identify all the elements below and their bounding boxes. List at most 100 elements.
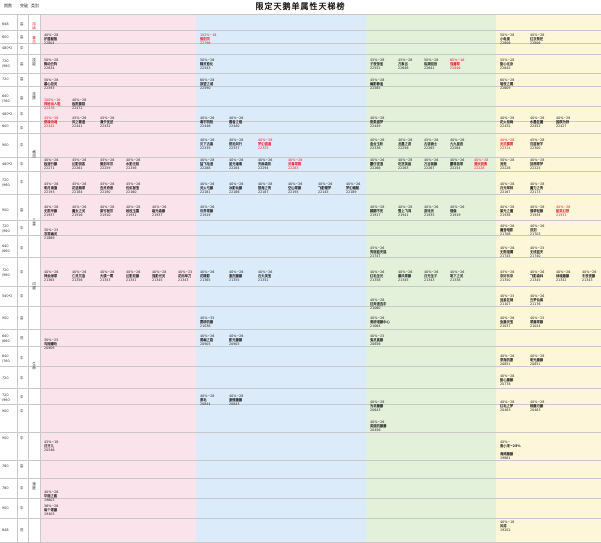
tier-label: 中: [20, 246, 24, 250]
character-entry: 40%~ 青小末~25%: [500, 440, 532, 448]
tier-label: 低: [20, 336, 24, 340]
score: 21038: [200, 324, 211, 329]
character-entry: 40%~28 熬池风行 22337: [229, 138, 261, 151]
tier-label: 高: [20, 464, 24, 468]
character-name: 水墨狂魔: [530, 120, 544, 125]
price-label: 720: [2, 376, 9, 380]
row-divider: [0, 54, 601, 55]
row-divider: [0, 346, 601, 347]
character-entry: 45%~26 古语骑士 22265: [424, 138, 456, 151]
character-entry: 102%~16 御剑宗 22796: [200, 33, 232, 46]
stat-range: 45%~26: [100, 116, 115, 120]
character-name: 红衣祭祀: [530, 37, 544, 42]
price-label: /960: [2, 183, 10, 187]
price-label: 900: [2, 208, 9, 212]
character-name: 红毛之梦: [500, 404, 514, 409]
score: 22193: [44, 190, 55, 195]
character-entry: 45%~26 幸好有幸 21350: [500, 270, 532, 283]
stat-range: 100%~16: [44, 98, 61, 102]
score: 19861: [500, 456, 511, 461]
character-name: 月牙儿: [44, 444, 54, 449]
character-name: 欲望之城: [200, 82, 214, 87]
character-entry: 40%~28 阴柔遮梦 22449: [370, 116, 402, 129]
stat-range: 45%~28: [398, 58, 413, 62]
character-entry: 40%~26 鱼藤灵宝 21037: [500, 316, 532, 329]
character-name: 回溯翠梦: [530, 162, 544, 167]
character-name: 九九星辰: [450, 142, 464, 147]
score: 22267: [424, 166, 435, 171]
character-entry: 40%~26 亡灵咒语 21356: [72, 270, 104, 283]
stat-range: 40%~26: [229, 116, 244, 120]
character-name: 非常幽灵: [44, 232, 58, 237]
stat-range: 40%~28: [200, 158, 215, 162]
character-entry: 45%~26 微剑平宗 22259: [100, 158, 132, 171]
score: 22543: [200, 66, 211, 71]
character-entry: 40%~28 翻翻不死 21917: [370, 205, 402, 218]
character-name: 追星狂骑: [500, 298, 514, 303]
row-divider: [0, 286, 601, 287]
price-label: 900: [2, 506, 9, 510]
stat-range: 40%~26: [450, 205, 465, 209]
divider-col-1: [17, 14, 18, 542]
character-name: 梦幻遮遁: [258, 142, 272, 147]
character-entry: 40%~26 霸尊恶翠 22254: [450, 158, 482, 171]
stat-range: 30%~25: [44, 228, 59, 232]
character-entry: 30%~25 非常幽灵 21889: [44, 228, 76, 241]
character-name: 花间单刀: [178, 274, 192, 279]
character-entry: 45%~28 子夜惊雀 22552: [370, 58, 402, 71]
score: 21934: [530, 213, 541, 218]
character-name: 魔音暗影: [500, 228, 514, 233]
score: 21345: [398, 278, 409, 283]
price-label: 720: [2, 224, 9, 228]
score: 22288: [200, 166, 211, 171]
character-entry: 40%~26 绿魂藤藤 21342: [556, 270, 588, 283]
stat-range: 40%~26: [500, 246, 515, 250]
character-entry: 50%~28 临渊回音 22641: [424, 58, 456, 71]
character-name: 阴柔遮梦: [370, 120, 384, 125]
score: 22259: [100, 166, 111, 171]
row-divider: [0, 478, 601, 479]
character-entry: 40%~26 贝下古巢 22339: [200, 138, 232, 151]
score: 21064: [370, 324, 381, 329]
character-name: 青小末~25%: [500, 444, 521, 449]
row-divider: [0, 366, 601, 367]
stat-range: 40%~28: [556, 116, 571, 120]
character-entry: 40%~28 银海之秀 22187: [258, 182, 290, 195]
stat-range: 40%~26: [370, 420, 385, 424]
character-name: 幽影静谧: [370, 82, 384, 87]
character-entry: 40%~26 笔下之灵 21338: [450, 270, 482, 283]
price-label: 900: [2, 316, 9, 320]
score: 21350: [500, 278, 511, 283]
character-name: 激情藤藤: [229, 398, 243, 403]
stat-range: 40%~28: [530, 33, 545, 37]
character-entry: 40%~28 花火易梅 22432: [500, 116, 532, 129]
character-name: 水影无踪: [126, 162, 140, 167]
character-name: 甜心化身: [500, 62, 514, 67]
character-name: 明光藤藤: [530, 358, 544, 363]
character-name: 花火易梅: [500, 120, 514, 125]
character-name: 小龟蛋: [500, 37, 510, 42]
score: 21708: [500, 232, 511, 237]
character-entry: 40%~28 紫竹秘宗 21910: [100, 205, 132, 218]
character-name: 雪上飞鸿: [398, 209, 412, 214]
character-name: 幸好有幸: [500, 274, 514, 279]
row-divider: [0, 329, 601, 330]
score: 22195: [288, 190, 299, 195]
row-divider: [0, 73, 601, 74]
character-name: 甜心藤藤: [500, 378, 514, 383]
price-label: /960: [2, 398, 10, 402]
stat-range: 40%~26: [398, 138, 413, 142]
character-name: 毒宇阴阳: [200, 120, 214, 125]
character-entry: 36%~26 每个翠藤 19403: [44, 504, 76, 517]
stat-range: 40%~28: [200, 394, 215, 398]
character-name: 石头美宝: [258, 274, 272, 279]
character-name: 镜像: [450, 209, 457, 214]
score: 22256: [398, 146, 409, 151]
character-name: 国棋为师: [556, 120, 570, 125]
score: 22284: [229, 166, 240, 171]
row-divider: [0, 432, 601, 433]
stat-range: 40%~26: [229, 334, 244, 338]
character-entry: 40%~26 磁光森藤 21937: [152, 205, 184, 218]
stat-range: 40%~28: [500, 205, 515, 209]
stat-range: 40%~28: [72, 98, 87, 102]
